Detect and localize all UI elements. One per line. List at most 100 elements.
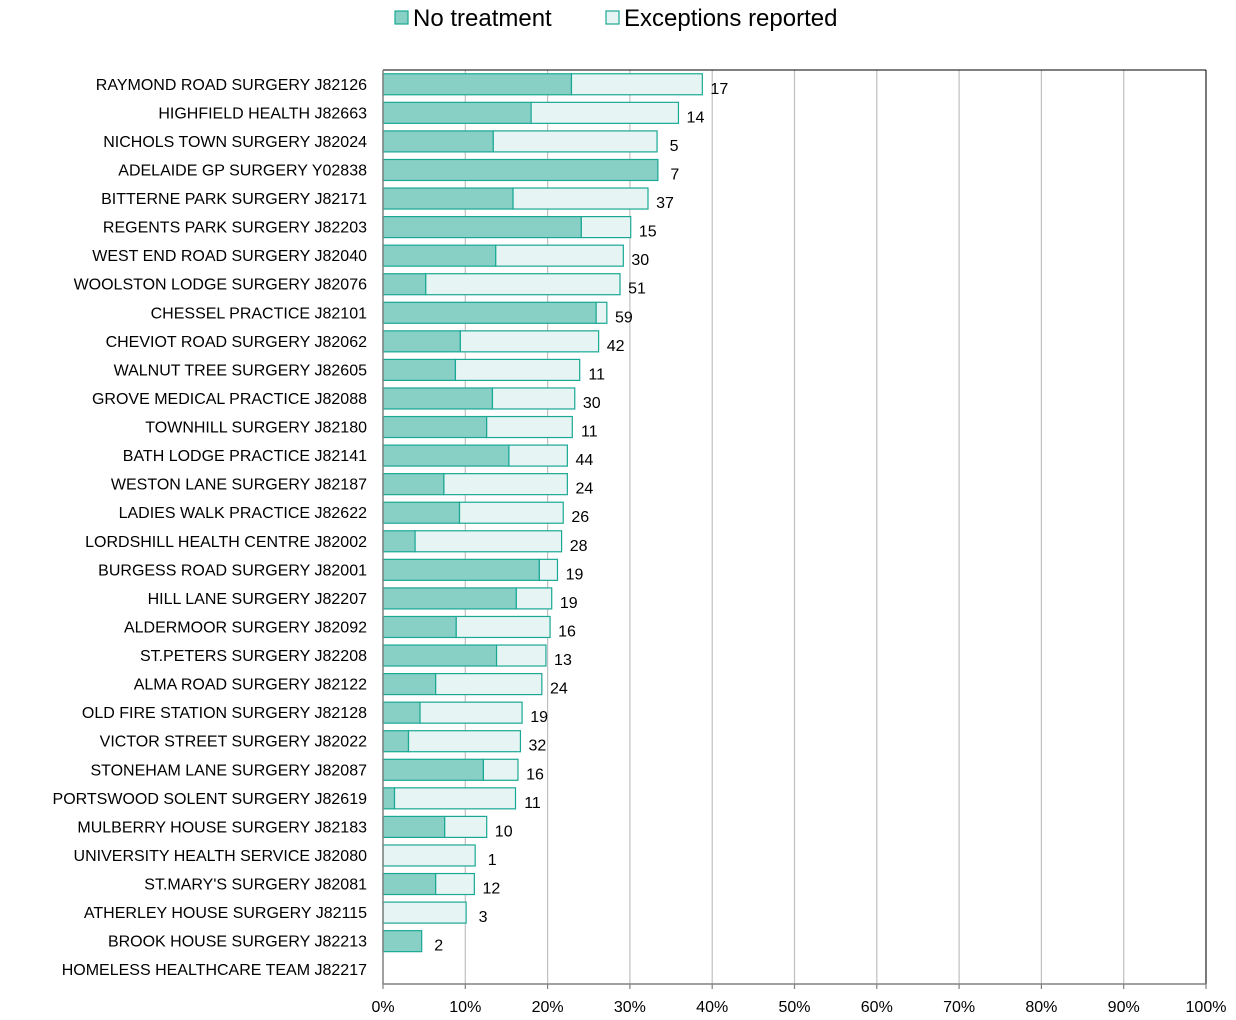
bar-exceptions-reported: [530, 101, 680, 124]
bar-no-treatment: [382, 244, 497, 267]
data-label: 15: [639, 224, 657, 241]
bar-exceptions-reported: [419, 701, 523, 724]
category-label: ST.MARY'S SURGERY J82081: [144, 877, 367, 894]
bar-exceptions-reported: [435, 872, 475, 896]
bar-no-treatment: [382, 330, 461, 353]
category-label: BROOK HOUSE SURGERY J82213: [108, 934, 367, 951]
category-label: RAYMOND ROAD SURGERY J82126: [96, 77, 367, 94]
data-label: 37: [656, 195, 674, 212]
bar-no-treatment: [382, 730, 410, 753]
data-label: 59: [615, 309, 633, 326]
bar-no-treatment: [382, 672, 437, 696]
category-label: ATHERLEY HOUSE SURGERY J82115: [84, 905, 367, 922]
category-label: HOMELESS HEALTHCARE TEAM J82217: [62, 962, 367, 979]
data-label: 16: [558, 623, 576, 640]
bar-exceptions-reported: [454, 358, 581, 382]
data-labels: 1714573715305159421130114424262819191613…: [434, 81, 728, 955]
bar-no-treatment: [382, 787, 396, 810]
bar-no-treatment: [382, 273, 427, 296]
category-label: ST.PETERS SURGERY J82208: [140, 648, 367, 665]
data-label: 44: [575, 452, 593, 469]
category-label: GROVE MEDICAL PRACTICE J82088: [92, 391, 367, 408]
data-label: 1: [488, 852, 497, 869]
bar-exceptions-reported: [508, 444, 568, 467]
category-label: BATH LODGE PRACTICE J82141: [123, 448, 367, 465]
data-label: 19: [530, 709, 548, 726]
x-tick-label: 100%: [1186, 999, 1227, 1016]
x-tick-label: 20%: [532, 999, 564, 1016]
x-tick-label: 0%: [371, 999, 394, 1016]
bar-no-treatment: [382, 387, 494, 410]
x-tick-label: 10%: [449, 999, 481, 1016]
category-label: REGENTS PARK SURGERY J82203: [103, 220, 367, 237]
data-label: 11: [581, 424, 598, 441]
data-label: 11: [524, 795, 541, 812]
data-label: 26: [571, 509, 589, 526]
bar-exceptions-reported: [512, 187, 649, 210]
x-tick-label: 30%: [614, 999, 646, 1016]
bar-exceptions-reported: [538, 558, 559, 581]
bar-exceptions-reported: [414, 530, 563, 553]
data-label: 30: [631, 252, 649, 269]
bar-no-treatment: [382, 644, 498, 667]
bar-no-treatment: [382, 872, 437, 896]
bar-exceptions-reported: [570, 73, 703, 96]
bar-no-treatment: [382, 758, 485, 781]
category-label: HILL LANE SURGERY J82207: [148, 591, 367, 608]
data-label: 13: [554, 652, 572, 669]
data-label: 5: [670, 138, 679, 155]
bar-no-treatment: [382, 530, 416, 553]
data-label: 7: [670, 166, 679, 183]
data-label: 12: [482, 881, 500, 898]
bar-no-treatment: [382, 558, 540, 581]
bar-exceptions-reported: [495, 244, 624, 267]
data-label: 11: [588, 366, 605, 383]
legend-swatch-exceptions-reported: [605, 10, 620, 25]
bar-exceptions-reported: [444, 815, 488, 839]
data-label: 51: [628, 281, 646, 298]
x-tick-labels: 0% 10% 20% 30% 40% 50% 60% 70% 80% 90% 100%: [371, 999, 1226, 1016]
axes: [382, 69, 1207, 989]
bar-exceptions-reported: [458, 501, 564, 524]
category-label: TOWNHILL SURGERY J82180: [145, 420, 367, 437]
category-label: OLD FIRE STATION SURGERY J82128: [82, 705, 367, 722]
category-label: ALDERMOOR SURGERY J82092: [124, 619, 367, 636]
bar-exceptions-reported: [491, 387, 576, 410]
bar-exceptions-reported: [443, 473, 568, 496]
data-label: 28: [570, 538, 588, 555]
category-label: BITTERNE PARK SURGERY J82171: [101, 191, 367, 208]
category-label: NICHOLS TOWN SURGERY J82024: [103, 134, 367, 151]
bar-no-treatment: [382, 101, 532, 124]
bar-no-treatment: [382, 73, 573, 96]
bar-exceptions-reported: [515, 587, 553, 610]
bar-no-treatment: [382, 158, 659, 182]
category-label: VICTOR STREET SURGERY J82022: [100, 734, 367, 751]
x-tick-label: 70%: [943, 999, 975, 1016]
bar-exceptions-reported: [459, 330, 600, 353]
x-tick-label: 50%: [778, 999, 810, 1016]
bar-no-treatment: [382, 415, 488, 439]
bar-no-treatment: [382, 130, 494, 153]
category-label: LORDSHILL HEALTH CENTRE J82002: [85, 534, 367, 551]
data-label: 19: [560, 595, 578, 612]
bar-exceptions-reported: [492, 130, 658, 153]
category-label: LADIES WALK PRACTICE J82622: [119, 505, 367, 522]
data-label: 14: [687, 109, 705, 126]
category-label: MULBERRY HOUSE SURGERY J82183: [77, 819, 367, 836]
bar-exceptions-reported: [393, 787, 517, 810]
bar-exceptions-reported: [425, 273, 621, 296]
bar-exceptions-reported: [482, 758, 519, 781]
bar-no-treatment: [382, 444, 510, 467]
x-tick-label: 80%: [1025, 999, 1057, 1016]
legend-label-no-treatment: No treatment: [413, 5, 552, 32]
bar-exceptions-reported: [595, 301, 608, 324]
bar-no-treatment: [382, 701, 421, 724]
bar-exceptions-reported: [580, 215, 632, 239]
bar-no-treatment: [382, 215, 582, 239]
bar-no-treatment: [382, 930, 423, 953]
bar-no-treatment: [382, 301, 597, 324]
data-label: 24: [575, 481, 593, 498]
bar-no-treatment: [382, 815, 446, 839]
bar-no-treatment: [382, 587, 517, 610]
